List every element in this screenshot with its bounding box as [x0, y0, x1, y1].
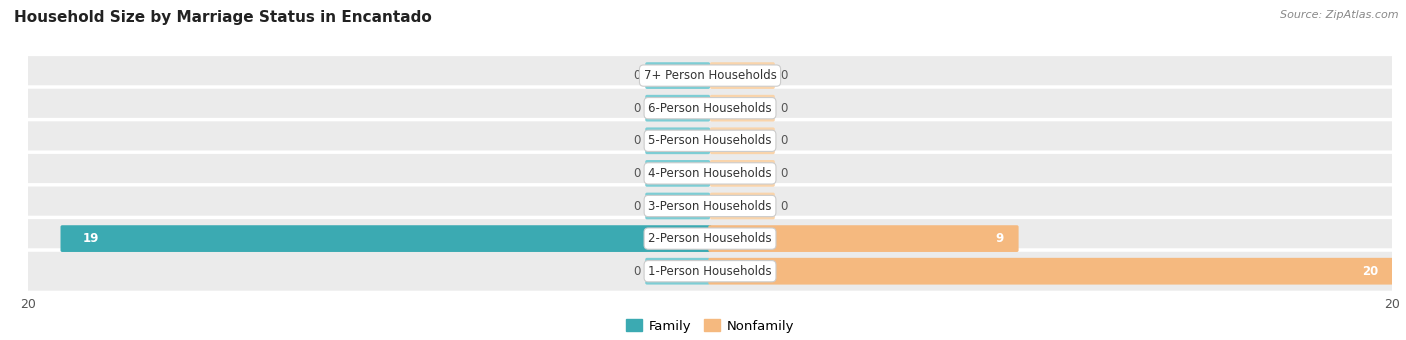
Text: 0: 0: [633, 167, 640, 180]
FancyBboxPatch shape: [710, 160, 775, 187]
Text: 0: 0: [633, 200, 640, 212]
FancyBboxPatch shape: [17, 152, 1403, 194]
Text: 20: 20: [1362, 265, 1378, 278]
FancyBboxPatch shape: [709, 225, 1018, 252]
Text: 19: 19: [83, 232, 98, 245]
Text: 0: 0: [780, 102, 787, 115]
FancyBboxPatch shape: [645, 62, 710, 89]
Text: 1-Person Households: 1-Person Households: [648, 265, 772, 278]
Legend: Family, Nonfamily: Family, Nonfamily: [620, 314, 800, 338]
Text: 0: 0: [633, 102, 640, 115]
Text: 7+ Person Households: 7+ Person Households: [644, 69, 776, 82]
FancyBboxPatch shape: [17, 250, 1403, 292]
Text: 0: 0: [780, 134, 787, 147]
FancyBboxPatch shape: [710, 193, 775, 219]
Text: 5-Person Households: 5-Person Households: [648, 134, 772, 147]
FancyBboxPatch shape: [710, 128, 775, 154]
Text: 0: 0: [633, 265, 640, 278]
Text: 0: 0: [633, 69, 640, 82]
FancyBboxPatch shape: [17, 120, 1403, 162]
Text: 0: 0: [780, 200, 787, 212]
FancyBboxPatch shape: [710, 95, 775, 122]
Text: Source: ZipAtlas.com: Source: ZipAtlas.com: [1281, 10, 1399, 20]
Text: 9: 9: [995, 232, 1004, 245]
Text: 6-Person Households: 6-Person Households: [648, 102, 772, 115]
FancyBboxPatch shape: [645, 95, 710, 122]
FancyBboxPatch shape: [710, 62, 775, 89]
FancyBboxPatch shape: [17, 185, 1403, 227]
Text: 0: 0: [780, 167, 787, 180]
FancyBboxPatch shape: [17, 87, 1403, 130]
FancyBboxPatch shape: [17, 54, 1403, 97]
Text: 3-Person Households: 3-Person Households: [648, 200, 772, 212]
Text: 2-Person Households: 2-Person Households: [648, 232, 772, 245]
Text: Household Size by Marriage Status in Encantado: Household Size by Marriage Status in Enc…: [14, 10, 432, 25]
Text: 0: 0: [780, 69, 787, 82]
FancyBboxPatch shape: [645, 160, 710, 187]
FancyBboxPatch shape: [60, 225, 711, 252]
FancyBboxPatch shape: [709, 258, 1393, 285]
Text: 0: 0: [633, 134, 640, 147]
FancyBboxPatch shape: [645, 193, 710, 219]
FancyBboxPatch shape: [17, 217, 1403, 260]
FancyBboxPatch shape: [645, 128, 710, 154]
Text: 4-Person Households: 4-Person Households: [648, 167, 772, 180]
FancyBboxPatch shape: [645, 258, 710, 285]
